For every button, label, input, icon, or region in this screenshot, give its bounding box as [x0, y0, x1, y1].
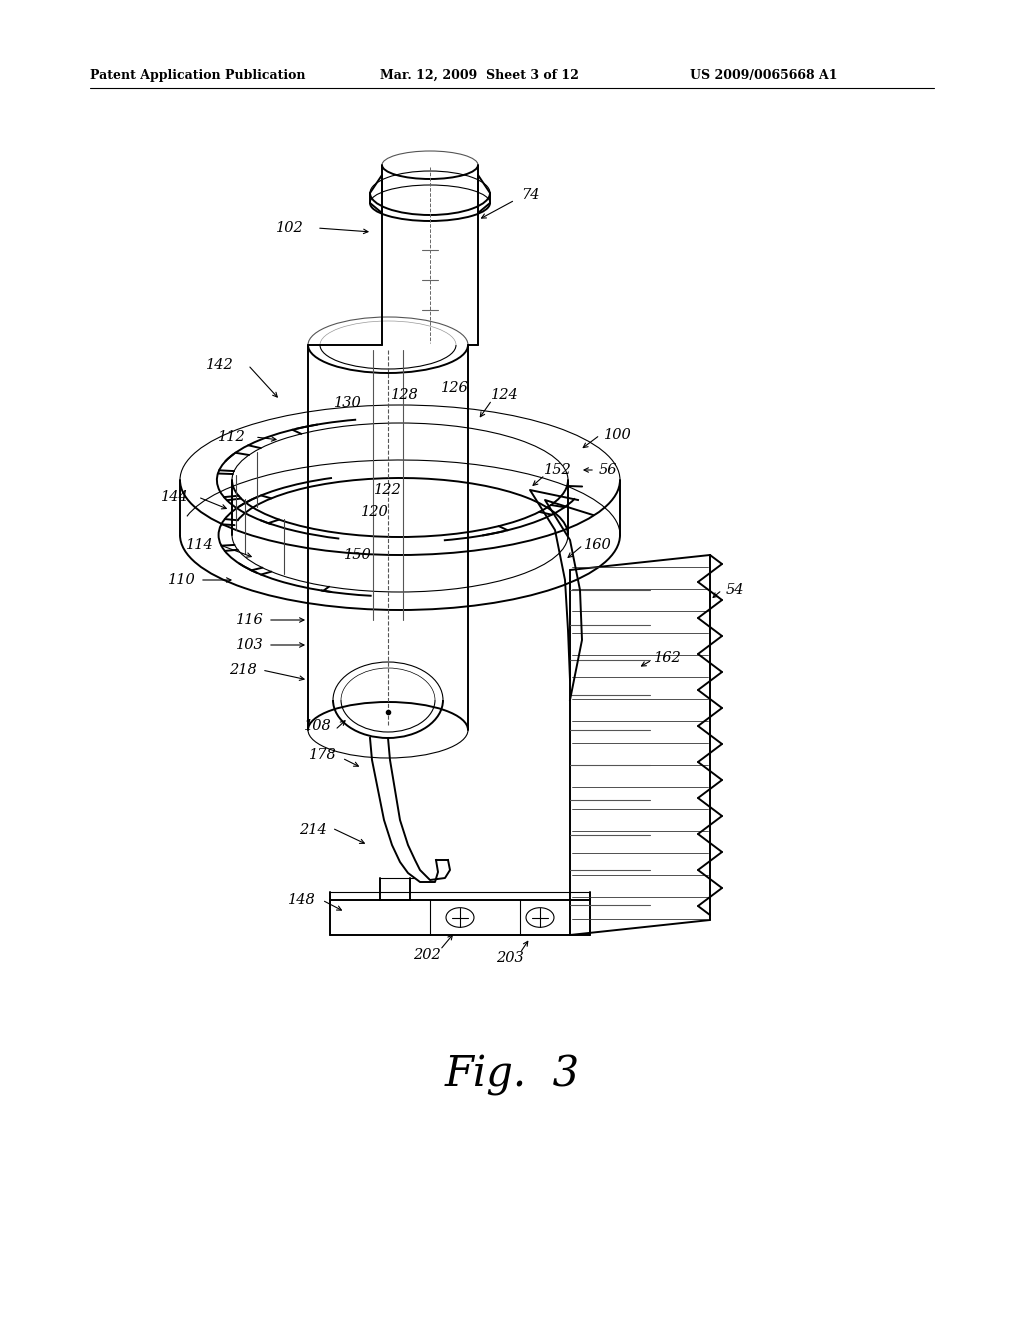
Text: 110: 110 — [168, 573, 196, 587]
Text: 128: 128 — [391, 388, 419, 403]
Text: Mar. 12, 2009  Sheet 3 of 12: Mar. 12, 2009 Sheet 3 of 12 — [380, 69, 579, 82]
Text: 203: 203 — [496, 950, 524, 965]
Text: 142: 142 — [206, 358, 233, 372]
Text: Fig.  3: Fig. 3 — [444, 1053, 580, 1096]
Text: Patent Application Publication: Patent Application Publication — [90, 69, 305, 82]
Text: 148: 148 — [288, 894, 315, 907]
Text: 202: 202 — [413, 948, 441, 962]
Text: US 2009/0065668 A1: US 2009/0065668 A1 — [690, 69, 838, 82]
Text: 144: 144 — [161, 490, 188, 504]
Text: 116: 116 — [237, 612, 264, 627]
Text: 126: 126 — [441, 381, 469, 395]
Text: 152: 152 — [544, 463, 571, 477]
Text: 214: 214 — [299, 822, 327, 837]
Text: 130: 130 — [334, 396, 361, 411]
Text: 162: 162 — [654, 651, 682, 665]
Text: 108: 108 — [304, 719, 332, 733]
Text: 218: 218 — [229, 663, 257, 677]
Text: 160: 160 — [584, 539, 612, 552]
Text: 112: 112 — [218, 430, 246, 444]
Text: 124: 124 — [492, 388, 519, 403]
Text: 150: 150 — [344, 548, 372, 562]
Text: 114: 114 — [186, 539, 214, 552]
Text: 74: 74 — [521, 187, 540, 202]
Text: 178: 178 — [309, 748, 337, 762]
Text: 102: 102 — [276, 220, 304, 235]
Text: 103: 103 — [237, 638, 264, 652]
Text: 56: 56 — [599, 463, 617, 477]
Text: 54: 54 — [726, 583, 744, 597]
Text: 120: 120 — [361, 506, 389, 519]
Text: 100: 100 — [604, 428, 632, 442]
Text: 122: 122 — [374, 483, 401, 498]
